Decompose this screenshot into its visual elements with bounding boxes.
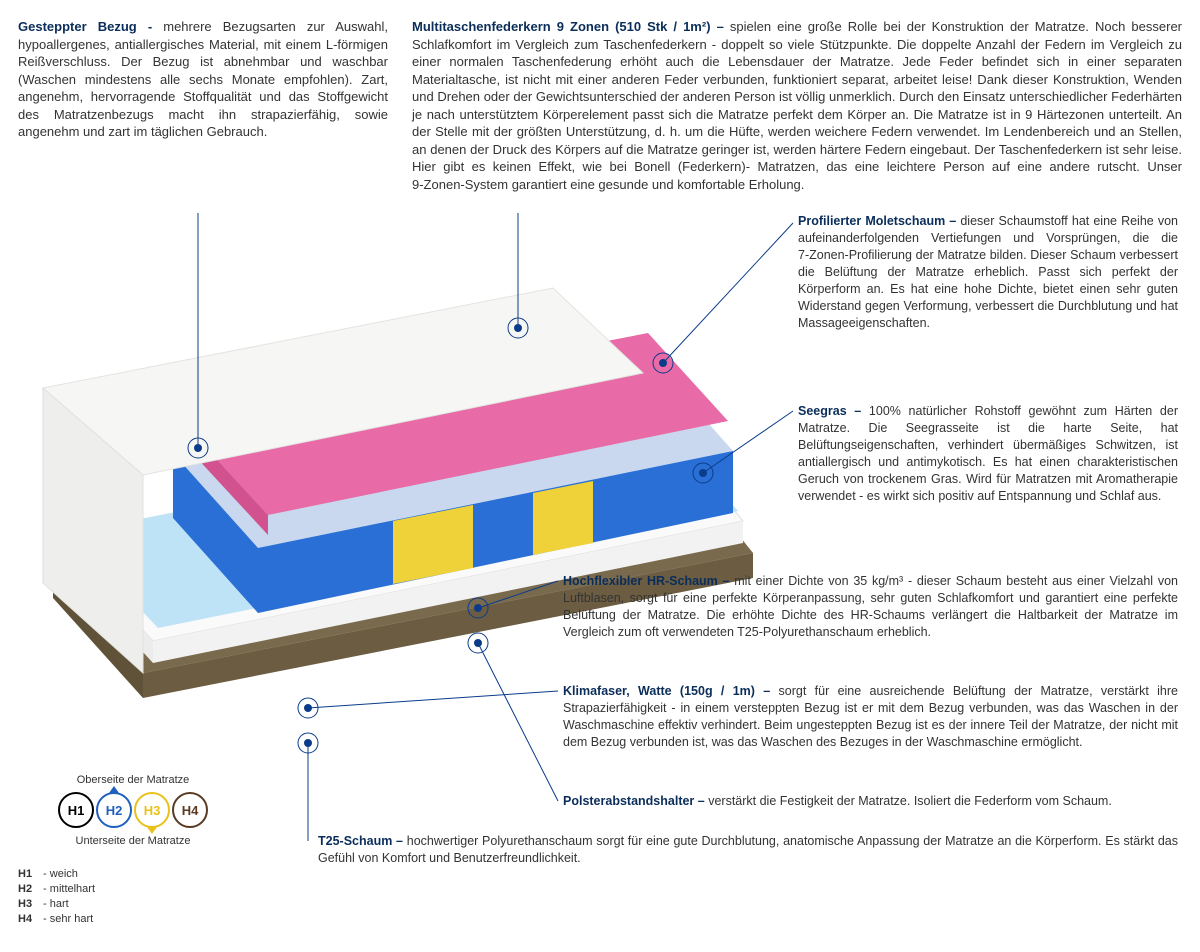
mattress-illustration [33, 243, 773, 743]
desc-klimafaser: Klimafaser, Watte (150g / 1m) – sorgt fü… [563, 683, 1178, 751]
intro-right-title: Multitaschenfederkern 9 Zonen (510 Stk /… [412, 19, 730, 34]
legend-top-label: Oberseite der Matratze [18, 773, 248, 788]
desc-t25: T25‑Schaum – hochwertiger Polyurethansch… [318, 833, 1178, 867]
desc-moletschaum: Profilierter Moletschaum – dieser Schaum… [798, 213, 1178, 331]
intro-right: Multitaschenfederkern 9 Zonen (510 Stk /… [412, 18, 1182, 193]
intro-row: Gesteppter Bezug ‑ mehrere Bezugsarten z… [18, 18, 1182, 193]
legend-circles: H1H2H3H4 [18, 792, 248, 828]
diagram-area: Profilierter Moletschaum – dieser Schaum… [18, 213, 1182, 893]
hardness-legend: Oberseite der Matratze H1H2H3H4 Untersei… [18, 773, 248, 926]
legend-hardlist: H1 ‑ weichH2 ‑ mittelhartH3 ‑ hartH4 ‑ s… [18, 867, 248, 926]
desc-polster: Polsterabstandshalter – verstärkt die Fe… [563, 793, 1178, 810]
intro-left-text: mehrere Bezugsarten zur Auswahl, hypoall… [18, 19, 388, 139]
intro-right-text: spielen eine große Rolle bei der Konstru… [412, 19, 1182, 192]
desc-hr-schaum: Hochflexibler HR‑Schaum – mit einer Dich… [563, 573, 1178, 641]
legend-circle-h1: H1 [58, 792, 94, 828]
intro-left-title: Gesteppter Bezug ‑ [18, 19, 163, 34]
legend-circle-h2: H2 [96, 792, 132, 828]
desc-seegras: Seegras – 100% natürlicher Rohstoff gewö… [798, 403, 1178, 504]
legend-circle-h4: H4 [172, 792, 208, 828]
legend-bottom-label: Unterseite der Matratze [18, 834, 248, 849]
intro-left: Gesteppter Bezug ‑ mehrere Bezugsarten z… [18, 18, 388, 193]
legend-circle-h3: H3 [134, 792, 170, 828]
